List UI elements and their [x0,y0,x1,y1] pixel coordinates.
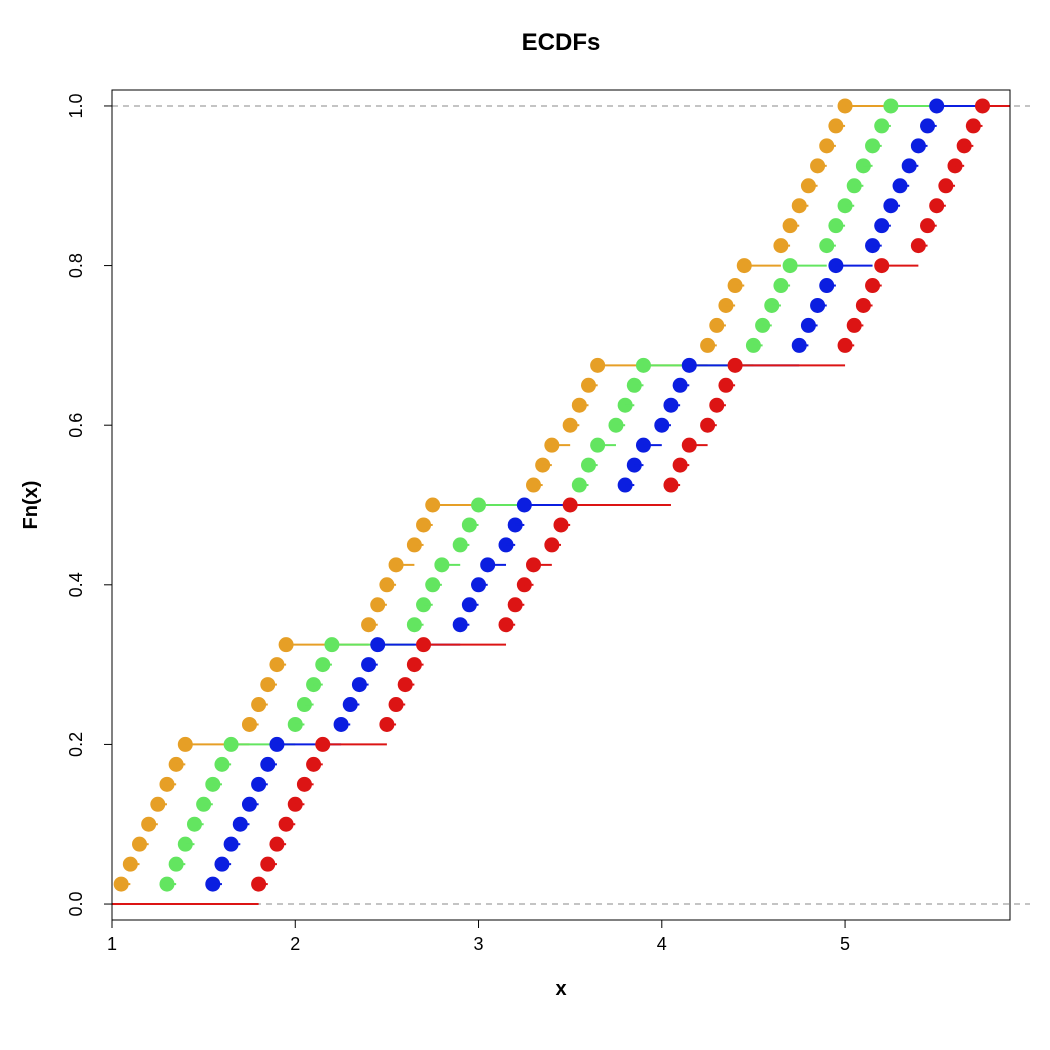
ecdf-chart: 1 2 3 4 5 0.0 0.2 0.4 0.6 0.8 1.0 ECDFs x Fn(x) [0,0,1050,1050]
y-tick-label: 0.6 [66,413,86,438]
x-tick-label: 1 [107,934,117,954]
x-tick-label: 4 [657,934,667,954]
y-tick-label: 0.4 [66,572,86,597]
chart-title: ECDFs [522,29,601,56]
x-tick-label: 5 [840,934,850,954]
y-axis-label: Fn(x) [20,481,42,530]
x-tick-label: 3 [474,934,484,954]
x-tick-label: 2 [290,934,300,954]
y-tick-label: 0.8 [66,253,86,278]
y-tick-label: 1.0 [66,93,86,118]
chart-svg: 1 2 3 4 5 0.0 0.2 0.4 0.6 0.8 1.0 ECDFs x Fn(x) [0,0,1050,1050]
x-axis-label: x [555,978,566,1000]
y-tick-label: 0.2 [66,732,86,757]
y-tick-label: 0.0 [66,892,86,917]
